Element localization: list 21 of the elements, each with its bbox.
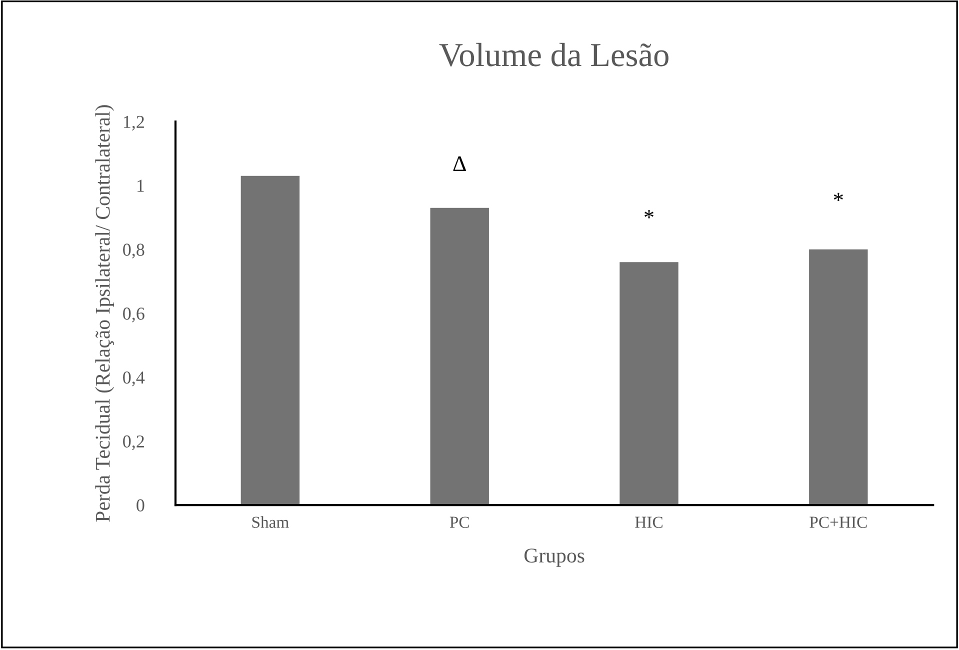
chart-title: Volume da Lesão bbox=[439, 42, 668, 66]
annotation: Δ bbox=[453, 156, 466, 171]
annotation: * bbox=[834, 192, 843, 202]
y-tick-label: 1 bbox=[138, 180, 144, 192]
y-axis-title: Perda Tecidual (Relação Ipsilateral/ Contralateral) bbox=[95, 105, 114, 522]
y-tick-label: 0,4 bbox=[123, 371, 145, 386]
bar bbox=[620, 262, 678, 506]
y-tick-label: 0,2 bbox=[123, 435, 144, 450]
y-tick-label: 0 bbox=[136, 499, 144, 512]
y-tick-label: 0,8 bbox=[123, 244, 144, 258]
x-tick-label: PC+HIC bbox=[810, 516, 867, 528]
bar bbox=[809, 249, 868, 506]
x-axis-title: Grupos bbox=[524, 548, 584, 567]
y-tick-label: 0,6 bbox=[123, 308, 144, 322]
bar bbox=[240, 176, 300, 506]
x-tick-label: PC bbox=[450, 516, 469, 528]
x-tick-label: Sham bbox=[252, 516, 289, 528]
y-tick-label: 1,2 bbox=[124, 116, 144, 131]
annotation: * bbox=[644, 210, 654, 218]
x-tick-label: HIC bbox=[635, 516, 662, 528]
bar bbox=[430, 208, 489, 506]
